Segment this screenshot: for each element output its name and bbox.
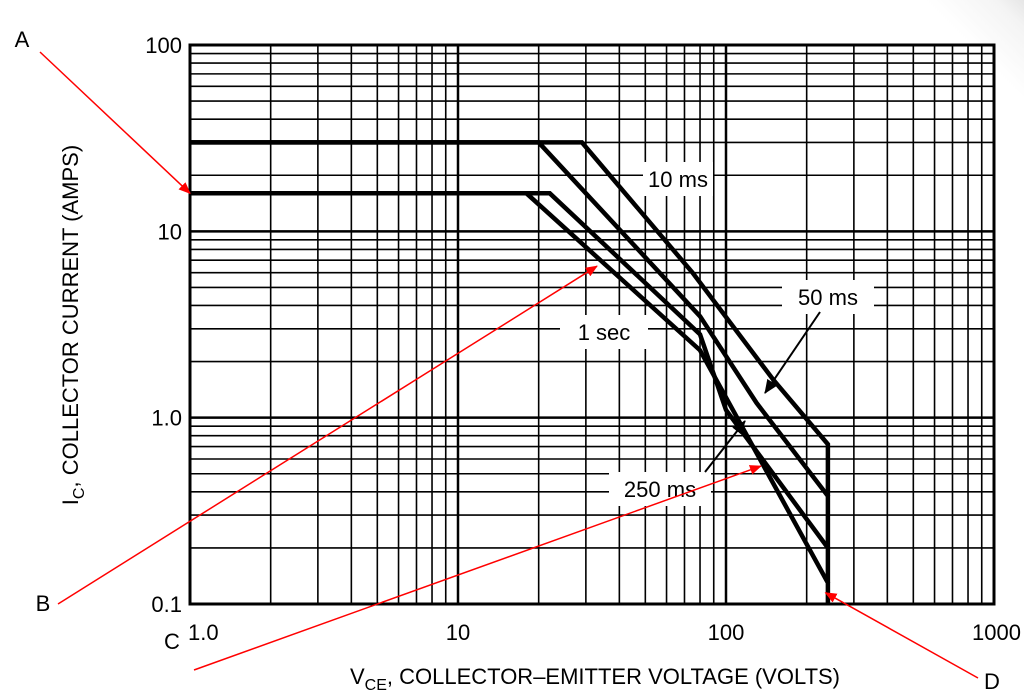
curve-labels: 10 ms 50 ms 1 sec 250 ms	[560, 162, 874, 506]
y-axis-title: IC, COLLECTOR CURRENT (AMPS)	[58, 145, 88, 505]
y-tick-label: 100	[145, 33, 182, 58]
y-tick-label: 10	[158, 219, 182, 244]
y-axis-title-main: I	[58, 499, 83, 505]
soa-curve-line	[190, 191, 831, 583]
y-tick-label: 0.1	[151, 592, 182, 617]
x-axis-title-main: V	[350, 664, 365, 689]
annotation-callout: B	[36, 265, 598, 616]
curve-label-text: 10 ms	[648, 167, 708, 192]
annotation-callout: C	[164, 465, 762, 671]
x-tick-label: 1000	[972, 620, 1021, 645]
curve-label-leader	[704, 420, 746, 473]
annotation-arrow	[57, 265, 598, 605]
curve-label: 10 ms	[643, 162, 713, 196]
annotation-letter: A	[15, 27, 30, 52]
curve-label-text: 250 ms	[624, 477, 696, 502]
annotation-callout: D	[824, 592, 1000, 694]
annotation-arrow	[39, 51, 191, 194]
annotation-letter: B	[36, 591, 51, 616]
y-tick-label: 1.0	[151, 406, 182, 431]
curve-label-text: 1 sec	[578, 320, 631, 345]
x-tick-label: 100	[708, 620, 745, 645]
annotation-letter: C	[164, 629, 180, 654]
soa-curves	[190, 140, 831, 604]
annotations: A B C D	[15, 27, 1000, 694]
y-axis-title-rest: , COLLECTOR CURRENT (AMPS)	[58, 145, 83, 488]
annotation-letter: D	[984, 669, 1000, 694]
soa-curve-line	[190, 191, 831, 604]
curve-label-leader	[764, 311, 821, 394]
x-axis-title: VCE, COLLECTOR–EMITTER VOLTAGE (VOLTS)	[350, 664, 840, 694]
x-axis-title-rest: , COLLECTOR–EMITTER VOLTAGE (VOLTS)	[387, 664, 840, 689]
y-axis-title-sub: C	[71, 488, 88, 500]
curve-label-bg	[609, 472, 711, 506]
x-tick-label: 10	[446, 620, 470, 645]
curve-label-bg	[782, 280, 874, 314]
x-tick-label: 1.0	[188, 620, 219, 645]
x-axis-title-sub: CE	[365, 677, 387, 694]
soa-curve-line	[190, 140, 831, 548]
annotation-callout: A	[15, 27, 191, 194]
plot-border	[188, 43, 996, 606]
curve-label-bg	[643, 162, 713, 196]
annotation-arrow	[193, 465, 762, 671]
curve-label: 50 ms	[764, 280, 874, 394]
curve-label-bg	[560, 315, 648, 349]
curve-label: 1 sec	[560, 315, 648, 349]
annotation-arrow	[824, 592, 979, 679]
curve-label-text: 50 ms	[798, 285, 858, 310]
curve-label: 250 ms	[609, 420, 746, 506]
